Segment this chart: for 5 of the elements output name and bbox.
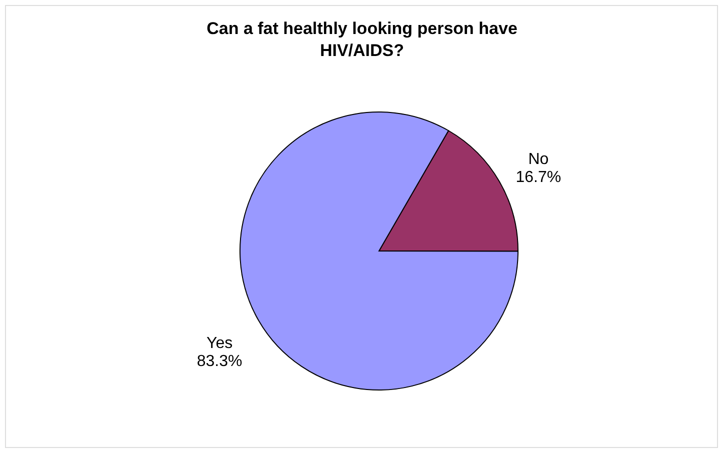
slice-label: No — [528, 151, 549, 168]
chart-title: Can a fat healthly looking person have HIV/AIDS? — [206, 19, 518, 60]
data-label: 16.7% — [516, 169, 562, 186]
data-label: 83.3% — [196, 352, 242, 370]
slice-label: Yes — [206, 334, 233, 352]
